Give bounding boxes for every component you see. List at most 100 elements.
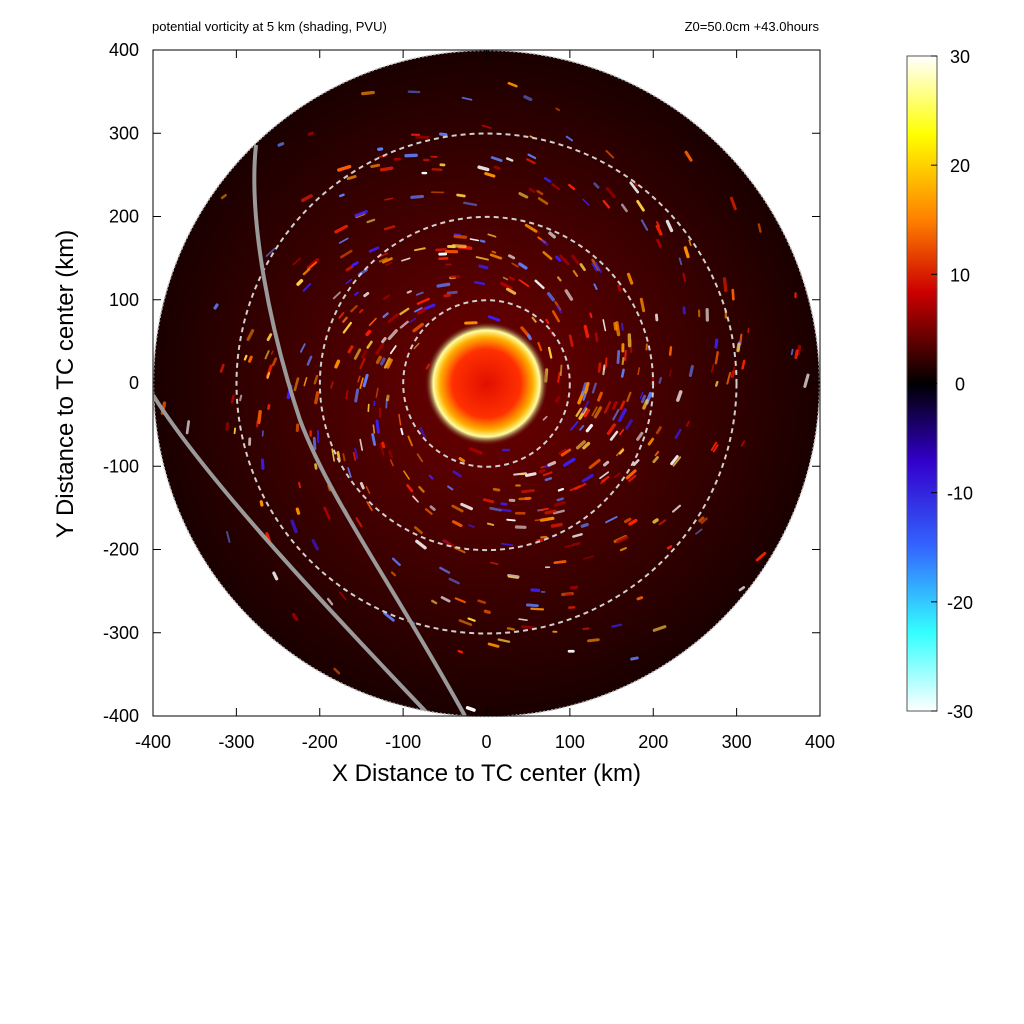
pv-streak (230, 394, 235, 404)
pv-streak (684, 150, 693, 162)
y-tick-label: 300 (109, 123, 139, 143)
pv-streak (419, 426, 427, 439)
pv-streak (553, 560, 567, 565)
pv-streak (375, 342, 385, 355)
pv-streak (323, 506, 331, 520)
pv-streak (583, 408, 591, 418)
pv-streak (260, 458, 265, 470)
pv-streak (399, 307, 410, 316)
pv-streak (672, 456, 682, 467)
pv-streak (406, 484, 414, 493)
pv-streak (731, 366, 736, 378)
pv-streak (458, 457, 466, 463)
pv-streak (626, 272, 634, 285)
pv-streak (452, 520, 463, 528)
pv-streak (375, 419, 380, 434)
y-tick-label: -300 (103, 623, 139, 643)
pv-streak (542, 415, 548, 421)
pv-streak (508, 276, 515, 281)
pv-streak (695, 528, 703, 535)
pv-streak (384, 261, 393, 267)
pv-streak (637, 367, 641, 376)
pv-streak (490, 156, 503, 162)
pv-streak (291, 612, 299, 621)
pv-streak (368, 317, 377, 327)
pv-streak (541, 239, 549, 246)
pv-streak (487, 233, 497, 238)
pv-streak (247, 355, 253, 363)
pv-streak (352, 451, 357, 461)
pv-streak (581, 473, 594, 483)
pv-streak (336, 451, 341, 462)
pv-streak (381, 336, 387, 344)
pv-streak (448, 577, 460, 585)
pv-streak (489, 561, 499, 565)
pv-streak (390, 571, 397, 577)
pv-streak (412, 495, 419, 503)
pv-streak (564, 544, 574, 548)
pv-streak (457, 649, 464, 654)
pv-streak (639, 391, 644, 400)
pv-streak (553, 500, 566, 507)
pv-streak (640, 394, 647, 404)
y-axis: 400 300 200 100 0 -100 -200 -300 -400 (103, 40, 820, 726)
pv-streak (507, 81, 518, 88)
pv-streak (339, 193, 345, 198)
pv-streak (585, 423, 594, 433)
pv-streak (582, 555, 595, 560)
pv-streak (619, 400, 626, 410)
pv-streak (612, 401, 618, 410)
pv-streak (636, 199, 645, 212)
y-tick-label: 200 (109, 207, 139, 227)
pv-streak (620, 368, 625, 378)
pv-streak (710, 364, 715, 373)
pv-streak (362, 373, 369, 388)
colorbar-tick-label: 20 (950, 156, 970, 176)
pv-streak (602, 199, 611, 209)
x-tick-label: -100 (385, 732, 421, 752)
pv-streak (358, 308, 364, 314)
pv-streak (683, 246, 690, 259)
pv-streak (714, 351, 719, 365)
pv-streak (225, 422, 230, 431)
pv-streak (668, 369, 672, 377)
pv-streak (755, 551, 767, 562)
pv-streak (611, 623, 623, 628)
pv-streak (220, 193, 227, 200)
x-tick-label: -200 (302, 732, 338, 752)
pv-streak (654, 450, 660, 457)
pv-streak (483, 609, 491, 615)
x-tick-label: -400 (135, 732, 171, 752)
pv-streak (408, 317, 417, 324)
pv-streak (359, 482, 365, 490)
pv-streak (620, 322, 624, 331)
pv-streak (571, 254, 580, 265)
pv-streak (652, 625, 667, 632)
pv-streak (587, 638, 600, 643)
pv-streak (331, 448, 335, 462)
pv-streak (544, 477, 553, 482)
pv-streak (271, 357, 278, 367)
pv-streak (615, 321, 621, 337)
pv-streak (518, 618, 528, 621)
pv-streak (555, 107, 561, 112)
pv-streak (565, 135, 574, 142)
pv-streak (549, 328, 554, 337)
pv-streak (410, 194, 424, 199)
pv-streak (551, 310, 560, 323)
pv-streak (272, 571, 279, 581)
pv-streak (479, 239, 486, 243)
pv-streak (542, 471, 553, 477)
pv-streak (370, 163, 381, 169)
pv-streak (267, 403, 271, 410)
pv-streak (710, 441, 718, 452)
pv-streak (468, 524, 475, 529)
pv-streak (591, 262, 598, 272)
pv-streak (524, 223, 538, 233)
pv-streak (233, 427, 236, 435)
pv-streak (534, 279, 545, 290)
pv-streak (338, 312, 345, 319)
pv-streak (378, 252, 389, 258)
pv-streak (658, 376, 663, 384)
pv-streak (559, 364, 563, 377)
